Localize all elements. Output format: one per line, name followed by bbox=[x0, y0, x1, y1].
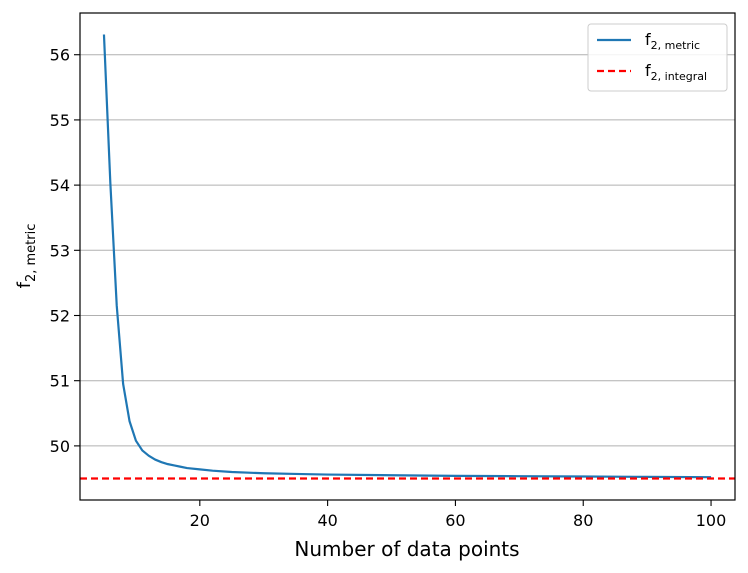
x-tick-label: 60 bbox=[445, 511, 465, 530]
x-tick-label: 40 bbox=[317, 511, 337, 530]
y-tick-label: 53 bbox=[50, 241, 70, 260]
legend-label-integral: f2, integral bbox=[645, 61, 707, 83]
series-layer bbox=[80, 34, 735, 480]
legend-label-metric-base: f bbox=[645, 30, 651, 49]
y-axis-ticks: 50 51 52 53 54 55 56 bbox=[50, 46, 80, 456]
y-tick-label: 55 bbox=[50, 111, 70, 130]
y-tick-label: 52 bbox=[50, 307, 70, 326]
y-axis-label-base: f bbox=[14, 281, 35, 288]
y-axis-label-subscript: 2, metric bbox=[24, 224, 39, 282]
plot-frame bbox=[79, 12, 736, 501]
x-axis-label: Number of data points bbox=[294, 537, 519, 561]
x-tick-label: 80 bbox=[573, 511, 593, 530]
legend-label-metric: f2, metric bbox=[645, 30, 700, 52]
x-axis-ticks: 20 40 60 80 100 bbox=[190, 500, 727, 530]
y-tick-label: 50 bbox=[50, 437, 70, 456]
y-tick-label: 51 bbox=[50, 372, 70, 391]
y-tick-label: 54 bbox=[50, 176, 70, 195]
x-tick-label: 100 bbox=[696, 511, 727, 530]
y-tick-label: 56 bbox=[50, 46, 70, 65]
legend-label-integral-subscript: 2, integral bbox=[651, 70, 707, 83]
x-tick-label: 20 bbox=[190, 511, 210, 530]
legend: f2, metric f2, integral bbox=[587, 23, 728, 92]
y-axis-label: f2, metric bbox=[14, 224, 39, 289]
legend-label-integral-base: f bbox=[645, 61, 651, 80]
series-line-metric bbox=[102, 34, 712, 479]
legend-label-metric-subscript: 2, metric bbox=[651, 39, 700, 52]
